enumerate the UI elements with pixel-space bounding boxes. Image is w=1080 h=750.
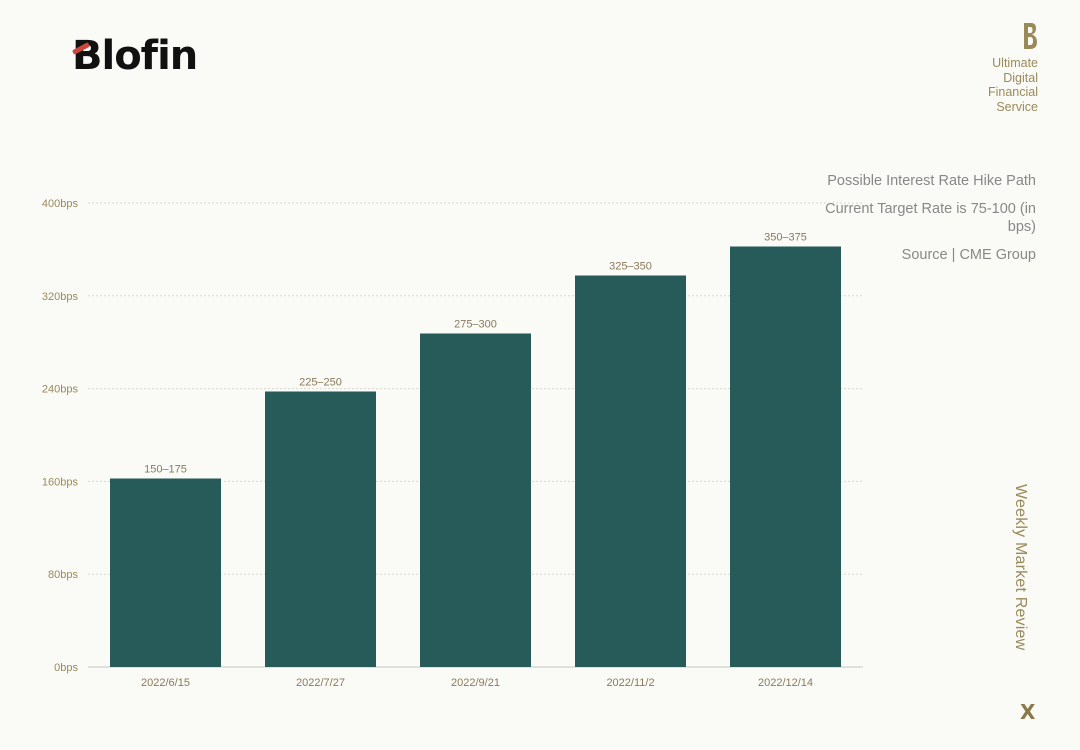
y-tick-label: 80bps (48, 569, 78, 581)
tagline-line: Digital (1003, 70, 1038, 85)
blofin-logo: Blofin (71, 32, 198, 80)
bar-data-label: 275–300 (454, 319, 497, 331)
bar (265, 391, 376, 667)
bar (110, 478, 221, 667)
x-tick-label: 2022/11/2 (606, 677, 654, 689)
tagline-line: Financial (987, 85, 1038, 99)
tagline-line: Service (996, 99, 1038, 114)
brand-b-icon (1022, 22, 1038, 55)
side-notes: Possible Interest Rate Hike Path Current… (816, 172, 1036, 274)
x-tick-label: 2022/7/27 (296, 677, 345, 689)
bar-data-label: 350–375 (764, 232, 807, 244)
tagline: Ultimate Digital Financial Service (918, 56, 1038, 114)
y-tick-label: 320bps (42, 291, 79, 303)
bar (730, 246, 841, 667)
tagline-line: Ultimate (992, 56, 1038, 70)
x-tick-label: 2022/12/14 (758, 677, 813, 689)
bar-data-label: 325–350 (609, 261, 652, 273)
weekly-market-review-title: Weekly Market Review (1012, 484, 1029, 651)
y-tick-label: 160bps (42, 476, 79, 488)
bar (420, 333, 531, 667)
y-tick-label: 0bps (54, 662, 78, 674)
note-source: Source | CME Group (901, 247, 1036, 263)
bar (575, 275, 686, 667)
note-hike-path: Possible Interest Rate Hike Path (827, 173, 1036, 189)
labels: 0bps 80bps 160bps 240bps 320bps 400bps 150–175… (42, 198, 813, 689)
note-target-rate: Current Target Rate is 75-100 (in bps) (825, 201, 1036, 235)
y-tick-label: 240bps (42, 384, 79, 396)
logo-text: Blofin (72, 33, 198, 79)
x-tick-label: 2022/6/15 (141, 677, 190, 689)
y-tick-label: 400bps (42, 198, 79, 210)
x-tick-label: 2022/9/21 (451, 677, 500, 689)
bar-data-label: 150–175 (144, 464, 187, 476)
close-icon[interactable]: X (1020, 700, 1036, 724)
bar-data-label: 225–250 (299, 377, 342, 389)
bars (110, 246, 841, 667)
